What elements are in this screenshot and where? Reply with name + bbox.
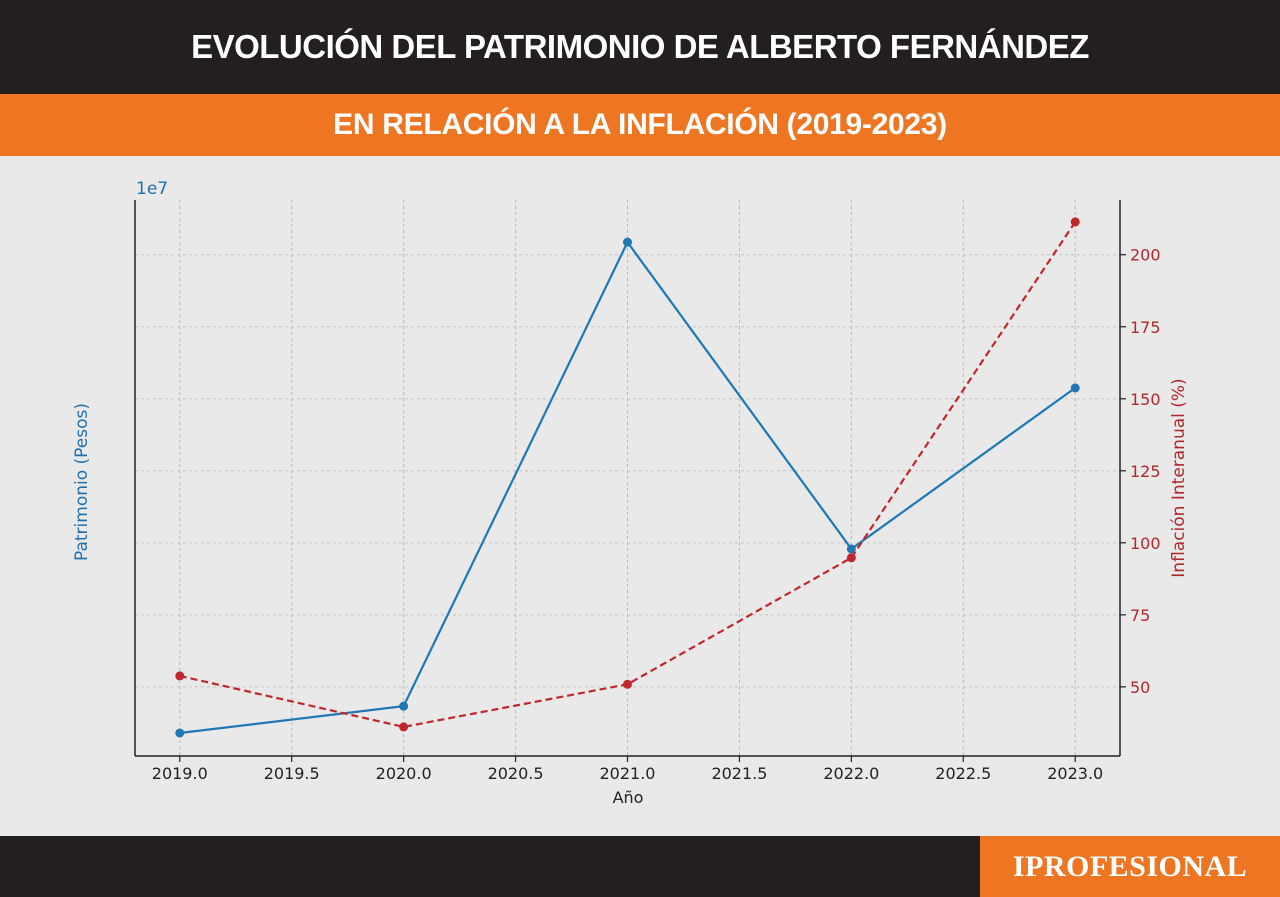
inflacion-point <box>175 671 185 681</box>
left-axis-offset-label: 1e7 <box>136 179 168 199</box>
x-axis-label: Año <box>613 788 644 807</box>
x-tick-label: 2019.0 <box>152 764 208 783</box>
series <box>175 217 1080 738</box>
axis-labels: Año Patrimonio (Pesos) Inflación Interan… <box>72 179 1189 807</box>
x-tick-label: 2021.0 <box>600 764 656 783</box>
inflacion-point <box>1070 217 1080 227</box>
grid <box>135 200 1120 895</box>
chart-subtitle: EN RELACIÓN A LA INFLACIÓN (2019-2023) <box>0 94 1280 156</box>
inflacion-point <box>846 553 856 563</box>
right-tick-label: 200 <box>1130 246 1161 265</box>
right-tick-label: 175 <box>1130 318 1161 337</box>
right-tick-label: 125 <box>1130 462 1161 481</box>
line-chart: 2019.0 2019.5 2020.0 2020.5 2021.0 2021.5 2022… <box>72 179 1189 897</box>
patrimonio-point <box>399 701 409 711</box>
chart-title: EVOLUCIÓN DEL PATRIMONIO DE ALBERTO FERN… <box>0 0 1280 94</box>
patrimonio-point <box>175 728 185 738</box>
patrimonio-point <box>623 237 632 247</box>
right-tick-label: 50 <box>1130 678 1150 697</box>
x-tick-label: 2020.0 <box>376 764 432 783</box>
inflacion-point <box>399 722 409 732</box>
right-tick-label: 100 <box>1130 534 1161 553</box>
footer-bar: IPROFESIONAL <box>0 836 1280 897</box>
x-tick-label: 2020.5 <box>488 764 544 783</box>
chart-area: 2019.0 2019.5 2020.0 2020.5 2021.0 2021.5 2022… <box>0 156 1280 897</box>
x-tick-label: 2022.5 <box>935 764 991 783</box>
patrimonio-point <box>1070 383 1080 393</box>
right-tick-label: 150 <box>1130 390 1161 409</box>
x-tick-label: 2021.5 <box>711 764 767 783</box>
x-tick-label: 2019.5 <box>264 764 320 783</box>
brand-logo: IPROFESIONAL <box>980 836 1280 897</box>
right-axis-label: Inflación Interanual (%) <box>1169 378 1189 577</box>
axes: 2019.0 2019.5 2020.0 2020.5 2021.0 2021.5 2022… <box>100 200 1161 897</box>
left-axis-label: Patrimonio (Pesos) <box>72 403 92 561</box>
x-tick-label: 2023.0 <box>1047 764 1103 783</box>
patrimonio-point <box>846 544 856 554</box>
right-tick-label: 75 <box>1130 606 1150 625</box>
x-tick-label: 2022.0 <box>823 764 879 783</box>
inflacion-point <box>623 679 632 689</box>
